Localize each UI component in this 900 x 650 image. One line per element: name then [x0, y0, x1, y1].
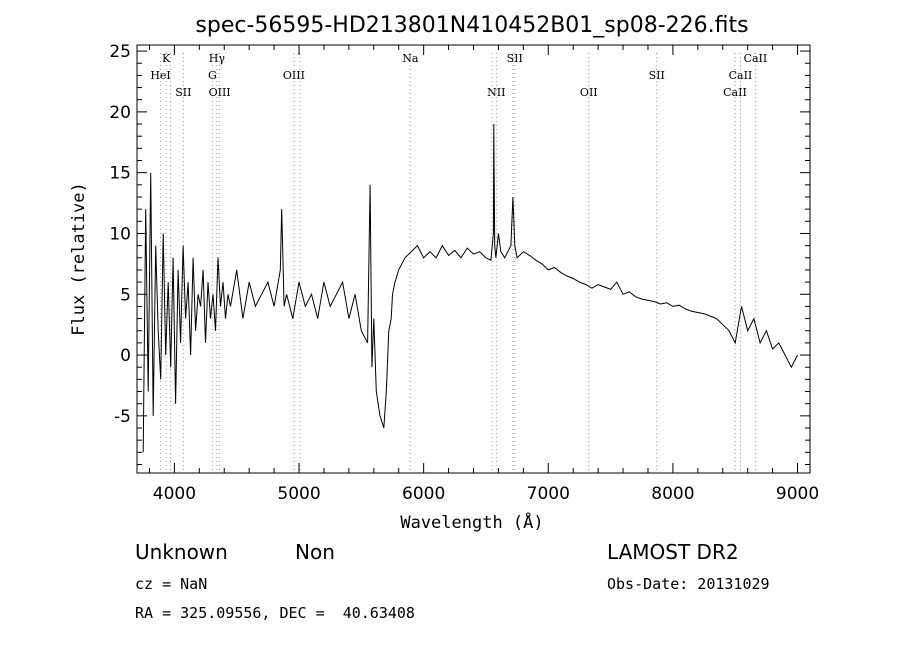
y-tick-label: 10	[109, 224, 131, 244]
x-axis-label: Wavelength (Å)	[400, 511, 543, 533]
x-tick-label: 8000	[651, 484, 694, 504]
x-tick-label: 5000	[277, 484, 320, 504]
y-tick-label: 0	[120, 346, 131, 366]
spectral-class: Unknown	[135, 540, 228, 564]
y-tick-label: 25	[109, 42, 131, 62]
line-label: OIII	[209, 86, 231, 99]
y-tick-label: 15	[109, 164, 131, 184]
line-label: NII	[487, 86, 505, 99]
y-axis-label: Flux (relative)	[69, 182, 89, 336]
chart-title: spec-56595-HD213801N410452B01_sp08-226.f…	[195, 13, 748, 38]
line-label: G	[208, 69, 217, 82]
line-label: SII	[649, 69, 665, 82]
line-label: CaII	[729, 69, 753, 82]
line-label: SII	[175, 86, 191, 99]
line-label: HeI	[150, 69, 170, 82]
line-label: Na	[402, 52, 419, 65]
line-label: CaII	[723, 86, 747, 99]
line-label: OIII	[283, 69, 305, 82]
emission-line-markers	[160, 53, 756, 473]
x-axis-ticks: 4000 5000 6000 7000 8000 9000	[148, 45, 819, 504]
x-tick-label: 4000	[153, 484, 196, 504]
y-tick-label: -5	[114, 407, 131, 427]
line-label: Hγ	[209, 52, 226, 65]
y-tick-label: 5	[120, 285, 131, 305]
redshift-cz: cz = NaN	[135, 575, 208, 593]
plot-frame	[136, 44, 811, 474]
survey-name: LAMOST DR2	[607, 540, 739, 564]
line-label: OII	[580, 86, 598, 99]
y-axis-ticks: -5 0 5 10 15 20 25	[109, 42, 810, 465]
x-tick-label: 9000	[776, 484, 819, 504]
spectrum-line	[142, 123, 798, 453]
y-tick-label: 20	[109, 103, 131, 123]
line-label: SII	[507, 52, 523, 65]
observation-date: Obs-Date: 20131029	[607, 575, 770, 593]
emission-line-labels: K HeI SII Hγ G OIII OIII Na NII SII OII SII CaII CaII…	[150, 52, 767, 99]
x-tick-label: 7000	[527, 484, 570, 504]
line-label: CaII	[744, 52, 768, 65]
spectral-subclass: Non	[295, 540, 335, 564]
x-tick-label: 6000	[402, 484, 445, 504]
coordinates: RA = 325.09556, DEC = 40.63408	[135, 604, 415, 622]
line-label: K	[162, 52, 171, 65]
